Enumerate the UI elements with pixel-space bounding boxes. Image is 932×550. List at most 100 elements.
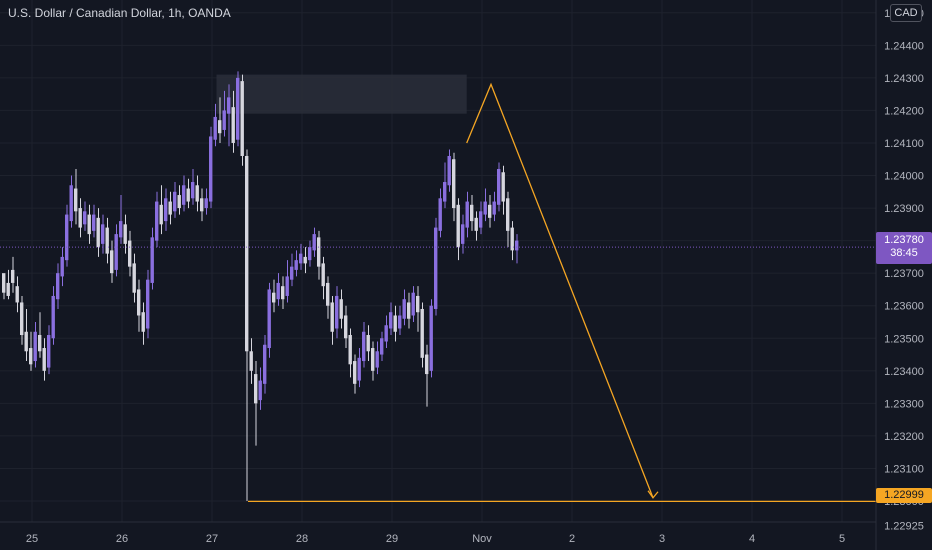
candle: [434, 217, 438, 316]
candle: [335, 286, 339, 339]
candle: [254, 361, 258, 446]
candle-body: [456, 204, 460, 248]
candle-body: [488, 204, 492, 218]
candle-body: [465, 201, 469, 228]
candle-body: [60, 256, 64, 277]
candle-body: [393, 315, 397, 332]
candle: [375, 341, 379, 375]
candle-body: [96, 217, 100, 248]
candles: [2, 71, 519, 502]
candle: [353, 354, 357, 394]
candle: [371, 341, 375, 381]
x-tick-label: 4: [749, 533, 755, 545]
y-tick-label: 1.24200: [884, 105, 924, 117]
candle: [389, 302, 393, 336]
candle: [173, 182, 177, 218]
candle-body: [56, 273, 60, 300]
candle: [92, 204, 96, 238]
candle: [258, 367, 262, 410]
candle-body: [200, 198, 204, 212]
projection-path: [466, 82, 654, 498]
candle-body: [92, 214, 96, 231]
y-tick-label: 1.23900: [884, 203, 924, 215]
candle: [186, 178, 190, 209]
candle-body: [335, 295, 339, 329]
candle: [222, 90, 226, 137]
candle: [209, 126, 213, 209]
candle: [285, 260, 289, 303]
candle: [384, 315, 388, 349]
candle-body: [38, 335, 42, 352]
candle: [452, 152, 456, 222]
candle: [204, 188, 208, 215]
candle: [6, 269, 10, 300]
candle: [348, 328, 352, 378]
x-tick-label: 26: [116, 533, 128, 545]
candle-body: [15, 286, 19, 303]
candle: [393, 305, 397, 342]
candle: [510, 221, 514, 261]
candle: [2, 273, 6, 300]
candle: [141, 302, 145, 345]
candle-body: [101, 224, 105, 244]
candle: [281, 276, 285, 309]
candle-body: [105, 227, 109, 254]
candle: [420, 302, 424, 368]
currency-label[interactable]: CAD: [890, 4, 922, 22]
y-tick-label: 1.24100: [884, 138, 924, 150]
candle: [501, 165, 505, 215]
candle-body: [263, 344, 267, 384]
candle-body: [168, 201, 172, 215]
candle-body: [474, 217, 478, 231]
candle: [303, 247, 307, 274]
resistance-zone: [216, 74, 467, 114]
y-tick-label: 1.23100: [884, 463, 924, 475]
candle: [321, 256, 325, 300]
y-tick-label: 1.24000: [884, 171, 924, 183]
x-tick-label: 3: [659, 533, 665, 545]
candle: [114, 224, 118, 277]
candle-body: [317, 237, 321, 267]
candle-body: [110, 250, 114, 274]
candle-body: [186, 188, 190, 202]
target-price-tag: 1.22999: [876, 488, 932, 503]
candle-body: [132, 263, 136, 293]
candle: [56, 263, 60, 309]
candle: [294, 250, 298, 277]
candle-body: [515, 240, 519, 251]
candle-body: [150, 237, 154, 283]
candle: [362, 321, 366, 368]
candle: [200, 188, 204, 222]
candle-body: [231, 107, 235, 143]
candle: [146, 269, 150, 339]
candle-body: [218, 120, 222, 134]
candle-body: [303, 256, 307, 264]
candle: [438, 188, 442, 238]
candle-body: [240, 81, 244, 156]
candle-body: [24, 331, 28, 352]
candle-body: [402, 299, 406, 319]
candle-body: [479, 211, 483, 228]
candle-body: [407, 302, 411, 319]
candle-body: [362, 331, 366, 362]
candle: [330, 295, 334, 345]
candle-body: [339, 299, 343, 319]
x-tick-label: 5: [839, 533, 845, 545]
candle-body: [69, 185, 73, 222]
candle: [83, 201, 87, 231]
price-lines: [0, 246, 876, 502]
y-tick-label: 1.22925: [884, 520, 924, 532]
candle-body: [42, 348, 46, 371]
candle: [506, 191, 510, 248]
y-tick-label: 1.23300: [884, 398, 924, 410]
candle-body: [452, 159, 456, 209]
candle-body: [173, 191, 177, 212]
candle: [474, 211, 478, 241]
candle-body: [87, 214, 91, 235]
candle-body: [398, 315, 402, 329]
candle-body: [146, 279, 150, 329]
candle: [407, 292, 411, 329]
candle: [15, 276, 19, 313]
